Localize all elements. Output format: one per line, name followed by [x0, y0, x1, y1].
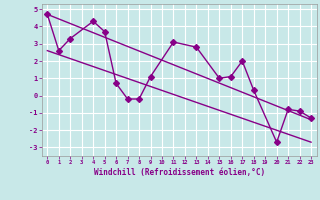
X-axis label: Windchill (Refroidissement éolien,°C): Windchill (Refroidissement éolien,°C) — [94, 168, 265, 177]
